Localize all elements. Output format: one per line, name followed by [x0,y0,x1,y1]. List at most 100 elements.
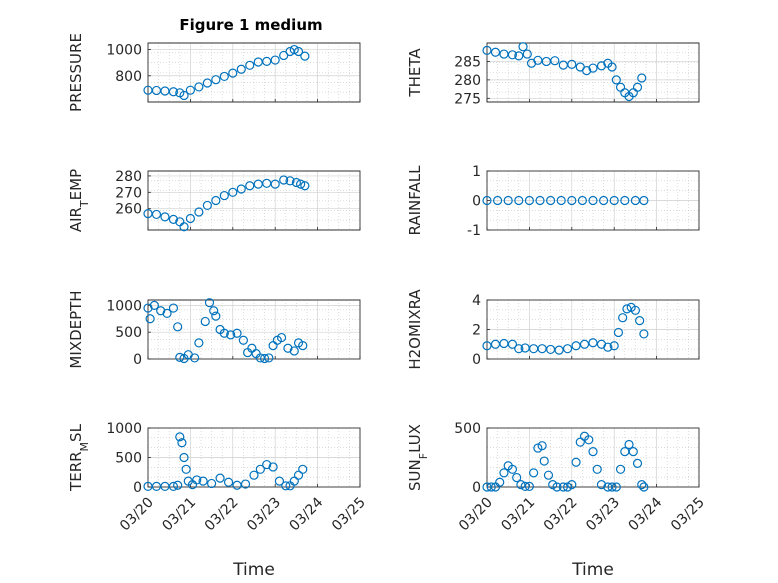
terr_msl-data-point [207,478,217,489]
theta-data-point [611,75,621,85]
air_temp-data-point [300,181,310,191]
air_temp-data-point [219,190,229,201]
sun_flux-data-point [575,437,585,447]
theta-data-point [596,61,607,71]
theta-axes-frame [486,42,700,103]
air_temp-data-point [291,177,301,188]
terr_msl-data-point [281,481,291,491]
sun_flux-ytick-label: 0 [472,480,481,496]
theta-ytick-label: 285 [454,54,481,70]
subplot-h2omixra: 0 2 4 H2OMIXRA [406,289,700,370]
h2omixra-data-point [588,338,598,348]
sun_flux-ytick-label: 500 [454,421,481,437]
pressure-ytick-label: 800 [115,69,142,85]
mixdepth-data-point [219,328,229,338]
h2omixra-data-point [609,341,619,351]
mixdepth-data-point [204,298,215,308]
air_temp-data-point [270,179,280,189]
mixdepth-data-point [211,311,221,321]
sun_flux-data-point [571,457,581,467]
terr_msl-data-point [177,438,187,448]
pressure-data-point [293,46,304,57]
air_temp-data-point [285,176,295,186]
sun_flux-data-point [537,441,547,451]
sun_flux-data-point [524,481,535,492]
figure-title: Figure 1 medium [179,16,322,34]
rainfall-data-point [556,195,566,206]
h2omixra-data-point [482,341,492,351]
terr_msl-data-point [255,464,265,474]
mixdepth-axes-frame [147,299,361,360]
sun_flux-data-point [596,480,607,490]
h2omixra-data-point [613,327,624,338]
pressure-data-point [194,82,204,92]
theta-data-point [490,47,501,57]
pressure-data-point [300,51,310,61]
rainfall-data-point [545,195,556,206]
sun_flux-data-point [552,482,562,492]
terr_msl-data-point [298,464,308,474]
theta-data-point [533,55,543,65]
rainfall-ytick-label: 1 [472,164,481,180]
air_temp-data-point [296,179,306,189]
h2omixra-data-point [554,345,564,355]
terr_msl-data-point [181,464,191,474]
mixdepth-data-point [276,332,287,343]
pressure-data-point [202,78,212,88]
terr_msl-data-point [249,470,259,480]
sun_flux-data-point [592,464,602,474]
rainfall-data-point [535,195,545,206]
sun_flux-xtick-label: 03/22 [541,495,581,535]
terr_msl-data-point [173,480,183,490]
terr_msl-ylabel: TERRMSL [67,423,91,492]
air_temp-ytick-label: 280 [115,169,142,185]
theta-ytick-label: 280 [454,73,481,89]
sun_flux-data-point [507,464,518,474]
rainfall-data-point [609,195,619,206]
mixdepth-ytick-label: 0 [133,352,142,368]
mixdepth-data-point [226,330,236,340]
mixdepth-data-point [149,300,159,310]
sun_flux-data-point [639,482,649,492]
theta-data-point [588,63,598,73]
terr_msl-xtick-label: 03/23 [244,495,284,535]
air_temp-axes-frame [147,170,361,231]
terr_msl-data-point [240,479,251,489]
sun_flux-xtick-label: 03/21 [498,495,538,535]
h2omixra-data-point [514,344,524,354]
air_temp-data-point [160,212,170,222]
terr_msl-data-point [192,475,202,485]
terr_msl-data-point [198,476,208,486]
pressure-data-point [185,85,195,95]
terr_msl-data-point [215,473,225,483]
sun_flux-axes-frame [486,427,700,488]
air_temp-data-point [194,207,204,217]
rainfall-data-point [482,195,492,206]
sun_flux-data-point [543,470,554,480]
mixdepth-data-point [156,306,166,316]
mixdepth-data-point [238,335,248,345]
h2omixra-data-point [630,305,641,315]
air_temp-ylabel: AIRTEMP [67,169,91,232]
mixdepth-data-point [260,353,270,364]
air_temp-data-point [179,222,189,232]
h2omixra-data-point [562,344,573,354]
mixdepth-data-point [190,353,200,363]
air_temp-data-point [236,184,246,194]
terr_msl-data-point [232,480,242,490]
subplot-theta: 275 280 285 THETA [406,42,700,107]
rainfall-data-point [588,195,598,206]
rainfall-data-point [598,195,609,206]
subplot-rainfall: -1 0 1 RAINFALL [406,164,700,239]
sun_flux-data-point [520,481,530,492]
rainfall-data-point [503,195,513,206]
theta-data-point [637,73,647,83]
theta-ylabel: THETA [406,48,424,98]
sun_flux-xlabel: Time [571,560,614,580]
mixdepth-data-point [145,314,155,324]
mixdepth-data-point [175,352,185,362]
terr_msl-xtick-label: 03/25 [329,495,369,535]
sun_flux-data-point [486,482,496,492]
theta-data-point [522,49,532,59]
